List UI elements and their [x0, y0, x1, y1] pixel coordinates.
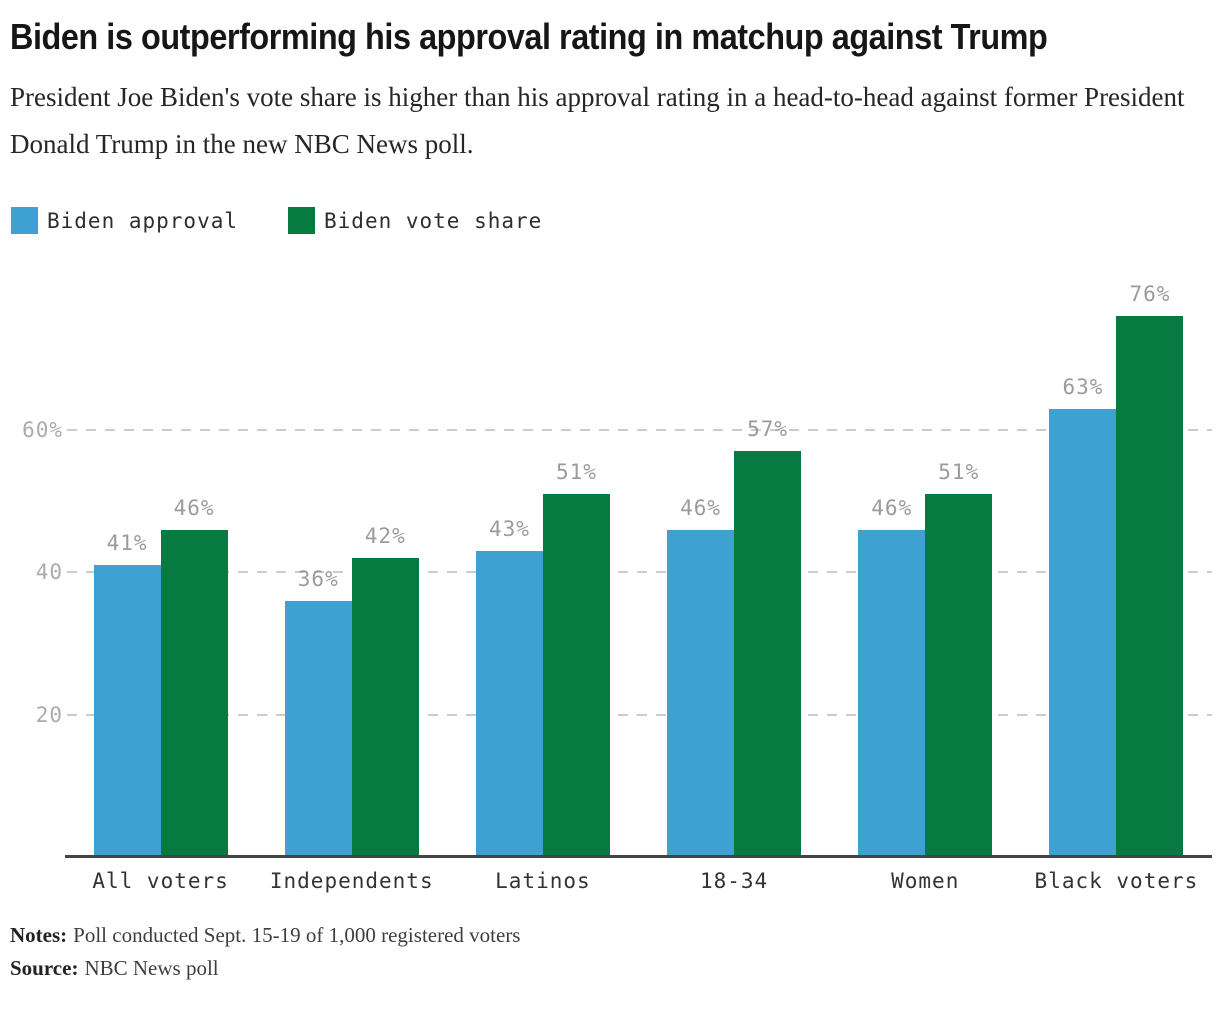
- bar-chart: 20 40 60% 41% 46% All voters 36% 42% Independent…: [0, 256, 1220, 906]
- legend-item-approval: Biden approval: [11, 207, 238, 234]
- bar-value-label: 51%: [555, 460, 597, 485]
- x-axis-category-label: Latinos: [495, 869, 591, 893]
- bar-value-label: 41%: [106, 531, 148, 556]
- bar-value-label: 46%: [680, 495, 722, 520]
- x-axis-category-label: Independents: [269, 869, 434, 893]
- bar-biden-approval-black-voters: [1049, 408, 1117, 857]
- bar-value-label: 76%: [1129, 282, 1171, 307]
- page-title: Biden is outperforming his approval rati…: [10, 16, 1048, 57]
- page-subtitle: President Joe Biden's vote share is high…: [10, 82, 1185, 159]
- bar-value-label: 36%: [297, 566, 339, 591]
- bar-biden-vote-share-latinos: [542, 494, 610, 857]
- bar-biden-vote-share-black-voters: [1116, 316, 1184, 857]
- bar-biden-vote-share-18-34: [734, 451, 802, 857]
- notes-line: Notes: Poll conducted Sept. 15-19 of 1,00…: [10, 919, 520, 952]
- bar-biden-vote-share-women: [925, 494, 993, 857]
- y-axis-tick-label: 20: [35, 702, 63, 727]
- bar-biden-approval-independents: [284, 600, 352, 857]
- legend-swatch-vote-share: [288, 207, 316, 234]
- x-axis-category-label: Women: [891, 869, 960, 893]
- bar-value-label: 46%: [871, 495, 913, 520]
- bar-value-label: 57%: [747, 417, 789, 442]
- legend-swatch-approval: [11, 207, 38, 234]
- source-text: NBC News poll: [84, 956, 219, 980]
- bar-biden-vote-share-independents: [351, 558, 419, 857]
- source-line: Source: NBC News poll: [10, 952, 520, 985]
- x-axis-line: [65, 855, 1212, 858]
- gridline: [67, 571, 1212, 574]
- bar-value-label: 46%: [173, 495, 215, 520]
- y-axis-tick-label: 40: [35, 560, 63, 585]
- bar-value-label: 51%: [938, 460, 980, 485]
- legend-label-vote-share: Biden vote share: [324, 208, 543, 233]
- gridline: [67, 713, 1212, 716]
- bar-value-label: 63%: [1062, 374, 1104, 399]
- bar-value-label: 43%: [488, 516, 530, 541]
- bar-biden-vote-share-all-voters: [160, 529, 228, 857]
- notes-text: Poll conducted Sept. 15-19 of 1,000 regi…: [73, 923, 521, 947]
- source-label: Source:: [10, 956, 79, 980]
- bar-biden-approval-women: [858, 529, 926, 857]
- bar-biden-approval-latinos: [475, 550, 543, 857]
- notes-label: Notes:: [10, 923, 68, 947]
- legend-item-vote-share: Biden vote share: [288, 207, 542, 234]
- bar-value-label: 42%: [364, 524, 406, 549]
- y-axis-tick-label: 60%: [22, 417, 63, 442]
- x-axis-category-label: Black voters: [1034, 869, 1199, 893]
- legend-label-approval: Biden approval: [47, 208, 239, 233]
- legend: Biden approval Biden vote share: [11, 207, 542, 234]
- bar-biden-approval-18-34: [667, 529, 735, 857]
- gridline: [67, 428, 1212, 431]
- x-axis-category-label: 18-34: [699, 869, 769, 893]
- x-axis-category-label: All voters: [92, 869, 229, 893]
- chart-footer: Notes: Poll conducted Sept. 15-19 of 1,00…: [10, 919, 520, 985]
- bar-biden-approval-all-voters: [93, 565, 161, 857]
